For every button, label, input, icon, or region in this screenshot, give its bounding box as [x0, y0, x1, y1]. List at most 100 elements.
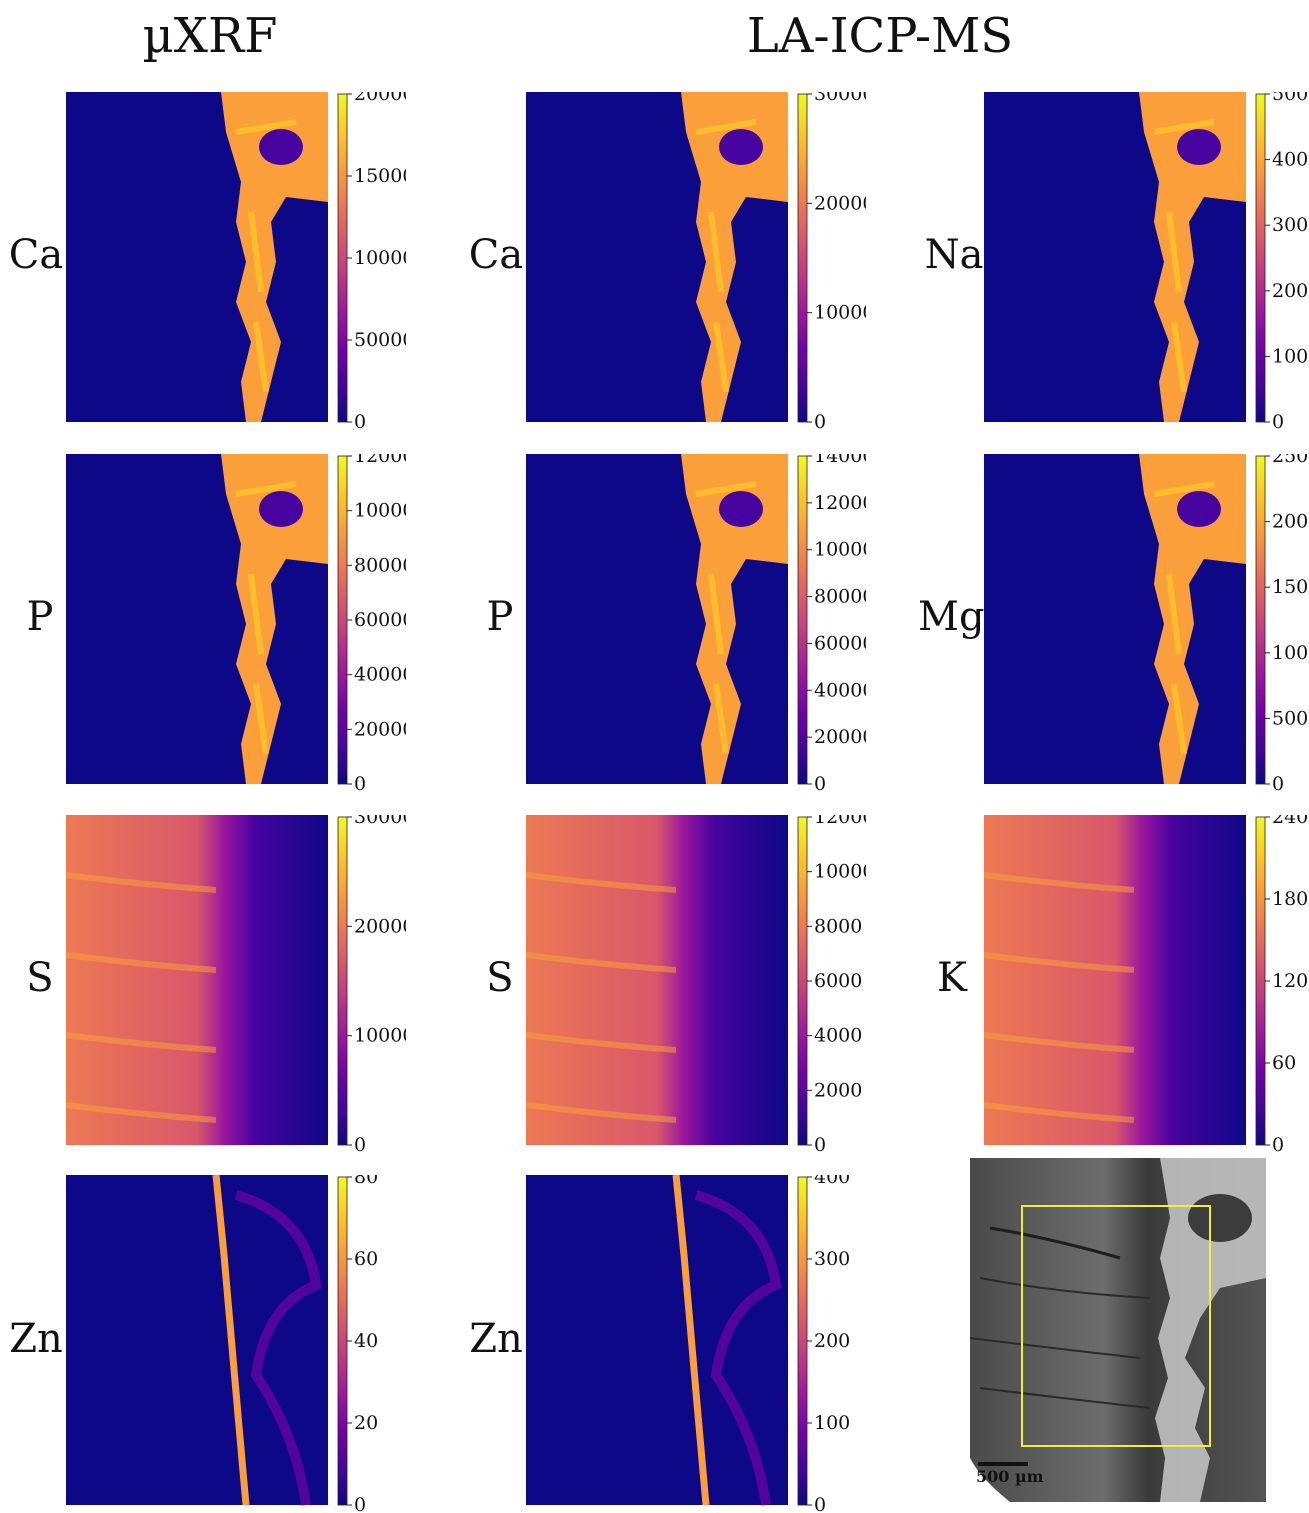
colorbar-tick-label: 40000: [814, 679, 866, 701]
bone-signal: [1139, 92, 1246, 422]
row-label-la-na: Na: [924, 232, 984, 278]
colorbar-tick-label: 120000: [814, 492, 866, 514]
colorbar-tick-label: 30000: [354, 815, 406, 828]
bone-signal: [1139, 454, 1246, 784]
colorbar-tick-label: 100: [814, 1412, 850, 1434]
tissue-band: [526, 952, 677, 973]
colorbar-tick-label: 0: [1272, 773, 1284, 792]
zinc-line-signal: [672, 1175, 710, 1506]
tissue-band: [984, 872, 1135, 893]
colorbar-tick-label: 40000: [354, 664, 406, 686]
bone-signal: [221, 454, 328, 784]
tissue-fold-4: [979, 1387, 1151, 1409]
bone-hotspot: [1153, 481, 1215, 755]
colorbar-tick-label: 3000: [1272, 214, 1309, 236]
row-label-la-s: S: [486, 955, 514, 1001]
colorbar-tick-label: 100000: [354, 500, 406, 522]
bone-hotspot: [235, 119, 297, 393]
tissue-band: [526, 1032, 677, 1053]
colorbar-tick-label: 0: [354, 1134, 366, 1153]
zinc-line-signal: [212, 1175, 250, 1506]
bone-cavity: [259, 129, 303, 165]
colorbar-tick-label: 0: [1272, 1134, 1284, 1153]
row-label-la-zn: Zn: [469, 1316, 523, 1362]
la-icp-ms-heading: LA-ICP-MS: [746, 8, 1014, 64]
heatmap-background: [984, 815, 1246, 1145]
uxrf-heading: µXRF: [142, 8, 278, 64]
colorbar-tick-label: 1500: [1272, 576, 1309, 598]
colorbar: [797, 816, 808, 1146]
row-label-xrf-zn: Zn: [9, 1316, 63, 1362]
colorbar-tick-label: 60000: [814, 632, 866, 654]
tissue-band: [66, 872, 217, 893]
row-label-la-k: K: [937, 955, 967, 1001]
colorbar-tick-label: 5000: [1272, 92, 1309, 105]
colorbar-tick-label: 100000: [354, 247, 406, 269]
row-label-la-ca: Ca: [468, 232, 524, 278]
colorbar-tick-label: 200000: [354, 92, 406, 105]
bone-cavity: [259, 491, 303, 527]
colorbar: [337, 93, 348, 423]
bone-trabecula: [1155, 1158, 1266, 1502]
bone-cavity: [1177, 491, 1221, 527]
colorbar-tick-label: 4000: [1272, 149, 1309, 171]
colorbar-tick-label: 0: [1272, 411, 1284, 430]
colorbar: [797, 455, 808, 785]
colorbar-tick-label: 1000: [1272, 642, 1309, 664]
colorbar-tick-label: 150000: [354, 165, 406, 187]
colorbar-tick-label: 0: [814, 1134, 826, 1153]
heatmap-background: [66, 815, 328, 1145]
colorbar-tick-label: 120: [1272, 970, 1308, 992]
colorbar-tick-label: 200000: [814, 192, 866, 214]
colorbar-tick-label: 200: [814, 1330, 850, 1352]
colorbar-tick-label: 80: [354, 1175, 378, 1188]
heatmap-background: [526, 815, 788, 1145]
tissue-band: [66, 952, 217, 973]
colorbar-tick-label: 120000: [354, 454, 406, 467]
colorbar-tick-label: 60: [354, 1248, 378, 1270]
row-label-la-mg: Mg: [918, 594, 985, 640]
colorbar: [1255, 455, 1266, 785]
colorbar-tick-label: 2000: [1272, 280, 1309, 302]
la-zn-map: 400 300 200 100 0: [526, 1175, 866, 1513]
colorbar-tick-label: 8000: [814, 915, 862, 937]
colorbar-tick-label: 6000: [814, 970, 862, 992]
colorbar: [797, 1176, 808, 1506]
colorbar-tick-label: 2500: [1272, 454, 1309, 467]
colorbar: [337, 816, 348, 1146]
bone-hotspot: [695, 119, 757, 393]
colorbar-tick-label: 40: [354, 1330, 378, 1352]
heatmap-background: [66, 1175, 328, 1505]
tissue-band: [984, 952, 1135, 973]
colorbar-tick-label: 0: [354, 411, 366, 430]
colorbar-tick-label: 0: [354, 773, 366, 792]
colorbar-tick-label: 180: [1272, 888, 1308, 910]
la-k-map: 240 180 120 60 0: [984, 815, 1309, 1153]
tissue-band: [66, 1032, 217, 1053]
row-label-xrf-s: S: [26, 955, 54, 1001]
colorbar-tick-label: 80000: [814, 586, 866, 608]
zinc-diffuse-signal: [694, 1190, 782, 1506]
colorbar: [337, 1176, 348, 1506]
bone-cavity: [1177, 129, 1221, 165]
bone-cavity: [719, 491, 763, 527]
colorbar-tick-label: 100000: [814, 302, 866, 324]
scale-bar-label: 500 µm: [976, 1467, 1044, 1486]
colorbar-tick-label: 4000: [814, 1025, 862, 1047]
colorbar-tick-label: 1000: [1272, 345, 1309, 367]
bone-cavity: [1188, 1194, 1252, 1242]
colorbar-tick-label: 2000: [814, 1079, 862, 1101]
row-label-xrf-p: P: [26, 594, 54, 640]
bone-hotspot: [235, 481, 297, 755]
section-edge: [970, 1458, 1010, 1502]
colorbar-tick-label: 0: [814, 411, 826, 430]
colorbar-tick-label: 60000: [354, 609, 406, 631]
